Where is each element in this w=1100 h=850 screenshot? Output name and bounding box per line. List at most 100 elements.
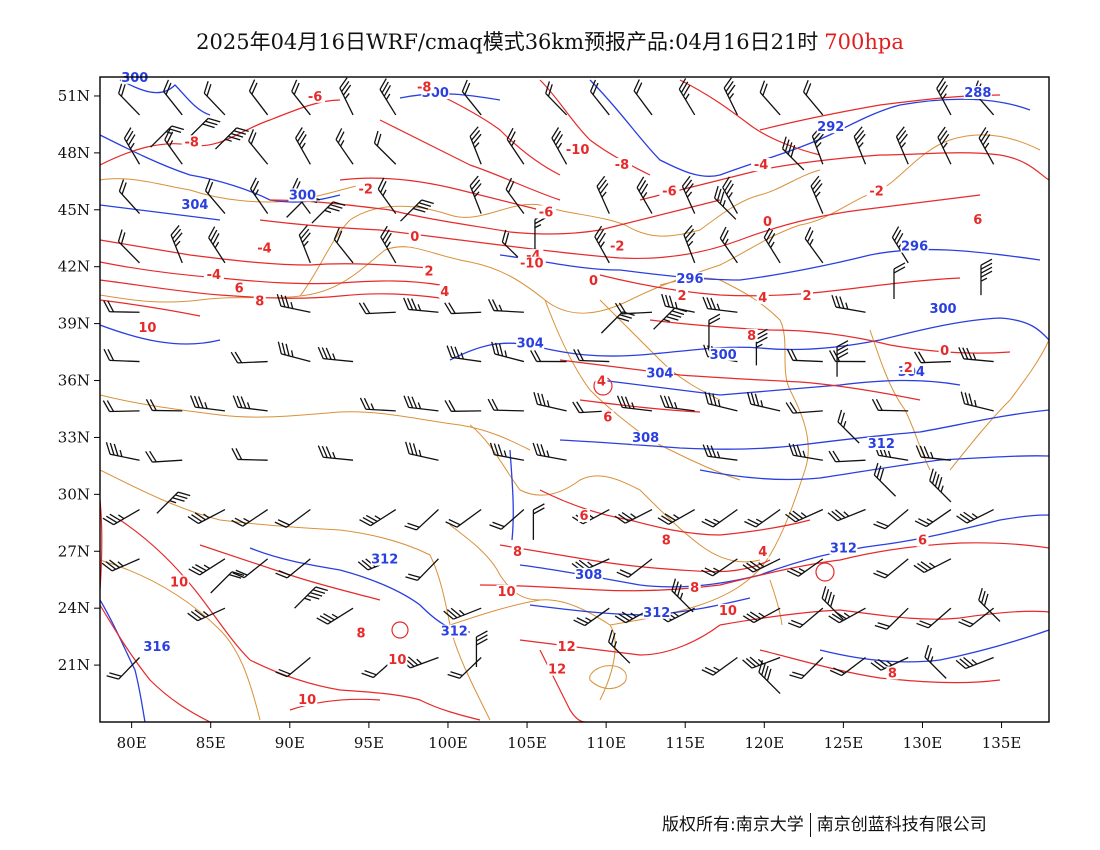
barb-staff bbox=[237, 360, 268, 364]
barb-feather bbox=[618, 613, 630, 622]
lon-tick-label: 90E bbox=[275, 734, 305, 752]
barb-feather bbox=[127, 134, 136, 146]
barb-half-feather bbox=[974, 399, 977, 407]
wind-barb bbox=[836, 340, 849, 377]
lon-tick-label: 105E bbox=[507, 734, 547, 752]
barb-half-feather bbox=[716, 303, 721, 311]
temperature-label-bg bbox=[866, 184, 887, 198]
wind-barb bbox=[317, 346, 354, 363]
barb-staff bbox=[409, 453, 439, 461]
taiwan-coast bbox=[769, 579, 783, 626]
barb-feather bbox=[614, 615, 627, 624]
wind-barb bbox=[956, 508, 994, 524]
barb-half-feather bbox=[845, 302, 849, 310]
barb-feather bbox=[120, 232, 126, 245]
barb-staff bbox=[298, 234, 311, 264]
barb-staff bbox=[964, 403, 994, 412]
temperature-label-bg bbox=[233, 281, 246, 295]
barb-feather bbox=[716, 188, 722, 202]
barb-feather bbox=[938, 81, 947, 93]
temperature-label: -10 bbox=[520, 257, 544, 272]
barb-half-feather bbox=[815, 191, 821, 198]
temperature-label-bg bbox=[595, 374, 608, 388]
temperature-label: -2 bbox=[358, 183, 372, 198]
wind-barb bbox=[608, 629, 631, 664]
barb-feather bbox=[589, 79, 597, 92]
wind-barb bbox=[916, 607, 952, 629]
barb-half-feather bbox=[809, 238, 814, 246]
barb-feather bbox=[551, 127, 560, 139]
barb-feather bbox=[873, 572, 886, 579]
barb-half-feather bbox=[672, 611, 680, 617]
barb-half-feather bbox=[243, 517, 250, 523]
temperature-label: 8 bbox=[255, 295, 264, 310]
barb-half-feather bbox=[225, 138, 232, 142]
barb-feather bbox=[789, 674, 802, 680]
barb-feather bbox=[704, 666, 717, 674]
barb-feather bbox=[955, 659, 967, 669]
barb-half-feather bbox=[717, 399, 721, 407]
wind-barb bbox=[156, 491, 191, 514]
barb-half-feather bbox=[300, 142, 306, 149]
barb-feather bbox=[469, 175, 479, 187]
barb-feather bbox=[103, 300, 111, 313]
barb-feather bbox=[105, 561, 117, 570]
barb-feather bbox=[608, 629, 613, 643]
barb-staff bbox=[835, 459, 866, 463]
barb-feather bbox=[277, 519, 290, 526]
barb-feather bbox=[464, 82, 471, 95]
barb-staff bbox=[156, 491, 179, 514]
barb-feather bbox=[664, 513, 676, 521]
temperature-label: 2 bbox=[424, 264, 433, 279]
barb-feather bbox=[120, 84, 126, 97]
geopotential-label: 316 bbox=[143, 640, 170, 655]
barb-feather bbox=[533, 507, 545, 515]
barb-feather bbox=[758, 660, 764, 673]
barb-feather bbox=[683, 224, 693, 236]
geopotential-label: 312 bbox=[868, 437, 895, 452]
temperature-label-bg bbox=[556, 639, 577, 653]
barb-staff bbox=[150, 125, 173, 148]
barb-staff bbox=[929, 480, 952, 503]
barb-feather bbox=[725, 80, 734, 92]
wind-barb bbox=[506, 127, 525, 165]
barb-feather bbox=[101, 562, 113, 572]
barb-half-feather bbox=[117, 561, 124, 567]
barb-feather bbox=[197, 396, 204, 409]
barb-feather bbox=[727, 84, 736, 96]
temperature-label: 12 bbox=[548, 663, 566, 678]
temp-contour bbox=[269, 199, 721, 235]
barb-staff bbox=[374, 142, 397, 165]
barb-feather bbox=[177, 491, 191, 497]
temp-contour bbox=[119, 519, 251, 661]
wind-barb bbox=[489, 442, 525, 461]
geopotential-label: 296 bbox=[676, 272, 703, 287]
barb-feather bbox=[671, 310, 685, 316]
barb-staff bbox=[755, 509, 781, 528]
wind-barb bbox=[788, 443, 823, 461]
barb-feather bbox=[614, 302, 623, 315]
wind-barb bbox=[829, 656, 866, 677]
gh-contour bbox=[559, 409, 1049, 450]
barb-feather bbox=[362, 516, 375, 525]
province-border-a bbox=[599, 299, 721, 401]
barb-half-feather bbox=[474, 191, 480, 198]
barb-feather bbox=[787, 622, 801, 629]
wind-barb bbox=[573, 607, 610, 627]
barb-feather bbox=[918, 518, 930, 525]
barb-feather bbox=[321, 347, 328, 360]
temp-contour bbox=[679, 79, 821, 156]
barb-half-feather bbox=[382, 189, 387, 197]
barb-feather bbox=[175, 494, 188, 500]
barb-feather bbox=[746, 613, 758, 622]
barb-feather bbox=[408, 573, 421, 579]
barb-half-feather bbox=[332, 451, 336, 459]
barb-feather bbox=[203, 81, 209, 94]
temperature-label-bg bbox=[607, 239, 628, 253]
wind-barb bbox=[702, 444, 738, 461]
barb-feather bbox=[106, 675, 119, 680]
barb-feather bbox=[341, 80, 350, 92]
barb-staff bbox=[280, 305, 311, 313]
wind-barb bbox=[616, 558, 653, 578]
barb-feather bbox=[966, 347, 973, 360]
